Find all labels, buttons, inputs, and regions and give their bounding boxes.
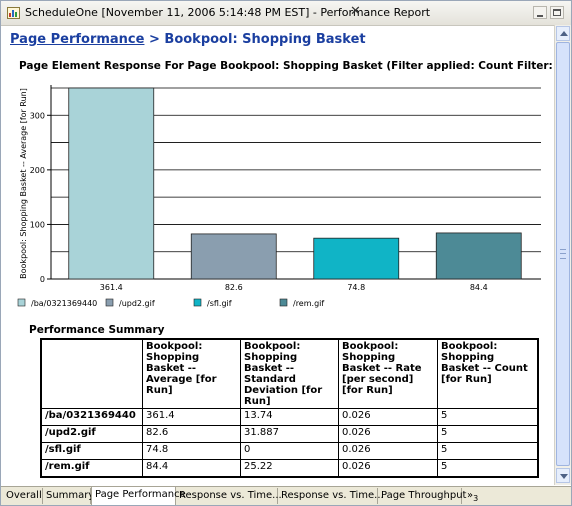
table-cell: 0.026 — [338, 408, 438, 426]
tab-response-vs-time-2[interactable]: Response vs. Time... — [278, 488, 384, 504]
table-cell: /upd2.gif — [40, 425, 143, 443]
editor-tab-header: ScheduleOne [November 11, 2006 5:14:48 P… — [1, 1, 571, 26]
table-cell: 5 — [437, 408, 539, 426]
summary-title: Performance Summary — [29, 324, 165, 336]
table-header-row: Bookpool: Shopping Basket -- Average [fo… — [40, 338, 539, 409]
y-axis-label: Bookpool: Shopping Basket -- Average [fo… — [19, 88, 28, 279]
performance-summary-table: Bookpool: Shopping Basket -- Average [fo… — [40, 338, 539, 478]
editor-tab-title[interactable]: ScheduleOne [November 11, 2006 5:14:48 P… — [25, 6, 431, 19]
table-cell: 0.026 — [338, 425, 438, 443]
y-tick-label: 300 — [30, 111, 45, 120]
y-tick-label: 0 — [40, 275, 45, 284]
scroll-down-icon[interactable] — [556, 468, 570, 483]
tab-overall[interactable]: Overall — [3, 488, 43, 504]
y-tick-label: 200 — [30, 166, 45, 175]
chart-title: Page Element Response For Page Bookpool:… — [19, 60, 554, 72]
scrollbar-thumb[interactable] — [556, 42, 570, 466]
table-cell: 0.026 — [338, 442, 438, 460]
bar — [435, 232, 522, 280]
maximize-icon[interactable] — [550, 6, 564, 19]
table-header-cell: Bookpool: Shopping Basket -- Count [for … — [437, 338, 539, 409]
report-tab-bar: Overall Summary Page Performance Respons… — [1, 486, 571, 505]
table-cell: /ba/0321369440 — [40, 408, 143, 426]
table-header-cell: Bookpool: Shopping Basket -- Rate [per s… — [338, 338, 438, 409]
tab-page-performance[interactable]: Page Performance — [91, 487, 186, 505]
tabs-overflow-chevron-icon[interactable]: »3 — [467, 489, 479, 505]
table-row: /rem.gif 84.4 25.22 0.026 5 — [40, 459, 539, 478]
table-cell: 84.4 — [142, 459, 241, 478]
legend-swatch — [193, 298, 202, 307]
breadcrumb-current: Bookpool: Shopping Basket — [164, 32, 366, 47]
table-cell: 5 — [437, 425, 539, 443]
table-row: /ba/0321369440 361.4 13.74 0.026 5 — [40, 408, 539, 426]
report-content: Page Performance > Bookpool: Shopping Ba… — [1, 25, 554, 485]
breadcrumb-link-page-performance[interactable]: Page Performance — [10, 32, 145, 47]
table-cell: 5 — [437, 459, 539, 478]
table-cell: /sfl.gif — [40, 442, 143, 460]
x-tick-label: 82.6 — [225, 283, 243, 292]
vertical-scrollbar[interactable] — [554, 25, 571, 485]
tab-response-vs-time-1[interactable]: Response vs. Time... — [176, 488, 282, 504]
y-tick-label: 100 — [30, 220, 45, 229]
bar — [68, 87, 155, 280]
table-cell: 361.4 — [142, 408, 241, 426]
grip-icon — [560, 249, 566, 259]
table-cell: 31.887 — [240, 425, 339, 443]
legend-swatch — [105, 298, 114, 307]
table-cell: 0 — [240, 442, 339, 460]
scroll-up-icon[interactable] — [556, 26, 570, 41]
tabs-overflow-glyph: » — [467, 490, 474, 501]
close-icon[interactable]: ✕ — [350, 4, 361, 19]
table-cell: 13.74 — [240, 408, 339, 426]
x-tick-label: 361.4 — [100, 283, 123, 292]
legend-swatch — [17, 298, 26, 307]
table-cell: 82.6 — [142, 425, 241, 443]
tabs-overflow-count: 3 — [473, 494, 479, 503]
table-header-cell — [40, 338, 143, 409]
x-tick-label: 84.4 — [470, 283, 488, 292]
legend-label: /rem.gif — [293, 299, 324, 308]
legend-label: /sfl.gif — [207, 299, 232, 308]
table-cell: 74.8 — [142, 442, 241, 460]
legend-swatch — [279, 298, 288, 307]
table-cell: /rem.gif — [40, 459, 143, 478]
bar — [313, 237, 400, 280]
breadcrumb-separator: > — [144, 32, 165, 47]
table-cell: 5 — [437, 442, 539, 460]
legend-label: /upd2.gif — [119, 299, 155, 308]
report-icon — [7, 7, 20, 19]
legend-label: /ba/0321369440 — [31, 299, 97, 308]
tab-summary[interactable]: Summary — [43, 488, 94, 504]
table-header-cell: Bookpool: Shopping Basket -- Average [fo… — [142, 338, 241, 409]
x-tick-label: 74.8 — [347, 283, 365, 292]
table-row: /upd2.gif 82.6 31.887 0.026 5 — [40, 425, 539, 443]
tab-page-throughput[interactable]: Page Throughput — [378, 488, 466, 504]
bar — [190, 233, 277, 280]
table-cell: 25.22 — [240, 459, 339, 478]
minimize-icon[interactable] — [533, 6, 547, 19]
table-cell: 0.026 — [338, 459, 438, 478]
table-header-cell: Bookpool: Shopping Basket -- Standard De… — [240, 338, 339, 409]
breadcrumb: Page Performance > Bookpool: Shopping Ba… — [10, 32, 366, 47]
table-row: /sfl.gif 74.8 0 0.026 5 — [40, 442, 539, 460]
